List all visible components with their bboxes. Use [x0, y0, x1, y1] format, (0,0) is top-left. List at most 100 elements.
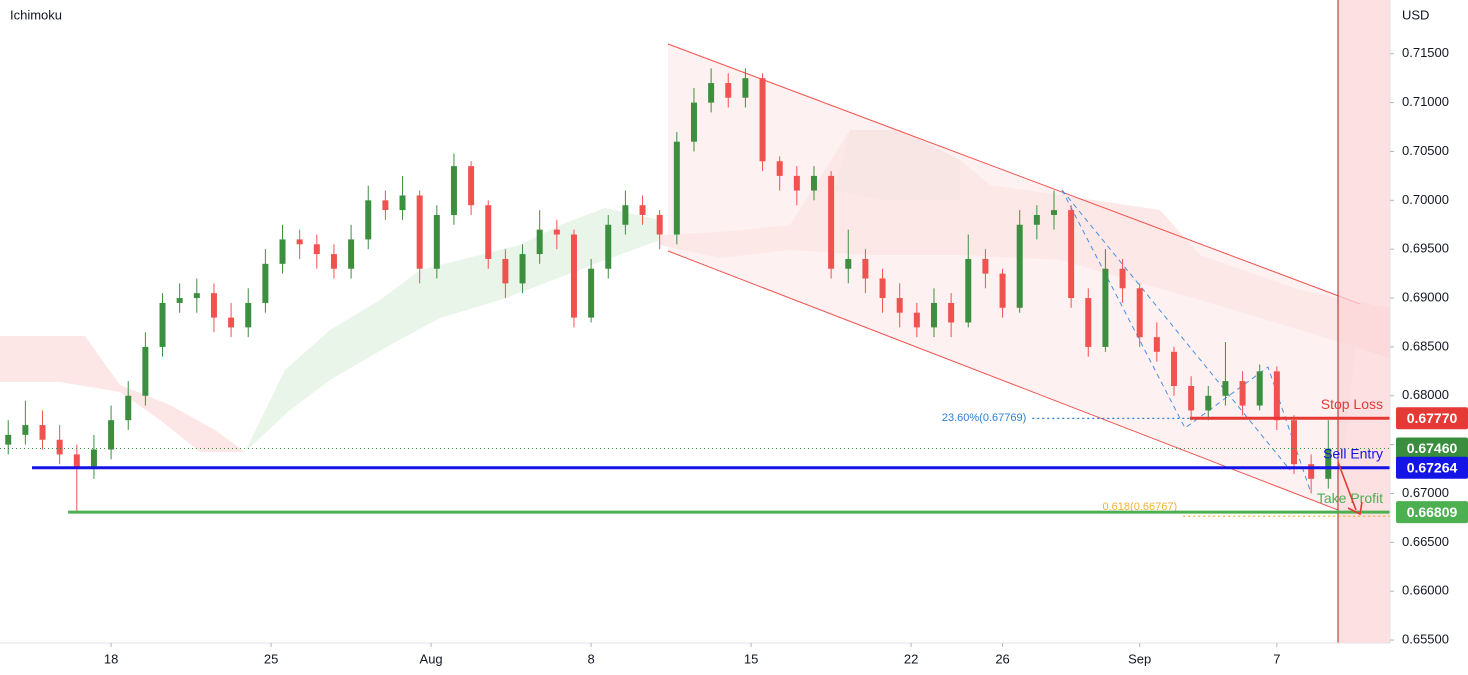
- candle-body: [210, 293, 217, 318]
- candle-body: [399, 195, 406, 211]
- channel-line: [667, 43, 1361, 305]
- price-label-box: [1396, 407, 1468, 430]
- candle-body: [1256, 371, 1263, 406]
- plot: 23.60%(0.67769) 0.618(0.66767) Stop Loss Se…: [0, 68, 1390, 517]
- candle-body: [845, 258, 852, 269]
- candle-body: [468, 166, 475, 206]
- candle-body: [605, 224, 612, 269]
- candle-body: [1136, 288, 1143, 338]
- y-tick-label: 0.71500: [1402, 45, 1449, 60]
- candle-body: [1102, 268, 1109, 347]
- y-tick-label: 0.65500: [1402, 632, 1449, 647]
- candle-body: [999, 273, 1006, 308]
- ichimoku-cloud-red: [0, 336, 245, 452]
- candle-body: [1068, 210, 1075, 299]
- y-tick-label: 0.70000: [1402, 192, 1449, 207]
- candle-body: [896, 298, 903, 313]
- candle-body: [948, 302, 955, 323]
- candle-body: [313, 244, 320, 255]
- candle-body: [1016, 224, 1023, 308]
- ichimoku-cloud-green: [245, 208, 660, 452]
- candle-body: [245, 302, 252, 328]
- candle-body: [1222, 381, 1229, 396]
- price-label: 0.66809: [1407, 504, 1458, 520]
- candle-body: [588, 268, 595, 318]
- candle-body: [125, 395, 132, 421]
- candle-body: [433, 214, 440, 269]
- candle-body: [793, 175, 800, 191]
- candle-body: [279, 239, 286, 264]
- candle-body: [553, 229, 560, 235]
- candle-body: [39, 425, 46, 440]
- candle-body: [1119, 268, 1126, 289]
- indicator-name: Ichimoku: [10, 7, 62, 22]
- fib-zigzag: [1061, 189, 1291, 471]
- candle-body: [742, 78, 749, 98]
- x-tick-label: 8: [587, 651, 594, 666]
- candle-body: [965, 258, 972, 323]
- fib-level-label: 0.618(0.66767): [1103, 501, 1178, 513]
- candle-body: [1325, 448, 1332, 479]
- candle-body: [982, 258, 989, 274]
- x-tick-label: 25: [264, 651, 278, 666]
- candle-body: [73, 454, 80, 470]
- candle-body: [193, 293, 200, 299]
- y-tick-label: 0.69500: [1402, 241, 1449, 256]
- price-label: 0.67770: [1407, 410, 1458, 426]
- level-name: Take Profit: [1317, 490, 1383, 506]
- price-label-box: [1396, 456, 1468, 479]
- candle-body: [673, 141, 680, 235]
- y-tick-label: 0.68500: [1402, 338, 1449, 353]
- candle-body: [22, 425, 29, 435]
- fib-level-label: 23.60%(0.67769): [942, 412, 1026, 424]
- future-zone: [1338, 0, 1390, 643]
- x-tick-label: 22: [904, 651, 918, 666]
- candle-body: [382, 200, 389, 211]
- candle-body: [639, 205, 646, 215]
- currency-label: USD: [1402, 7, 1429, 22]
- y-tick-label: 0.66000: [1402, 583, 1449, 598]
- candle-body: [416, 195, 423, 269]
- candle-body: [690, 102, 697, 142]
- price-label: 0.67264: [1407, 459, 1458, 475]
- candle-body: [90, 449, 97, 470]
- y-tick-label: 0.69000: [1402, 289, 1449, 304]
- x-tick-label: 18: [104, 651, 118, 666]
- candle-body: [1188, 385, 1195, 411]
- candle-body: [879, 278, 886, 299]
- x-tick-label: 26: [995, 651, 1009, 666]
- candle-body: [828, 175, 835, 269]
- y-tick-label: 0.66500: [1402, 534, 1449, 549]
- candle-body: [862, 258, 869, 279]
- candle-body: [176, 298, 183, 303]
- channel-fill: [668, 44, 1360, 510]
- candle-body: [776, 161, 783, 176]
- candle-body: [502, 258, 509, 284]
- candle-body: [759, 78, 766, 162]
- candle-body: [725, 83, 732, 98]
- candle-body: [1033, 214, 1040, 225]
- y-tick-label: 0.71000: [1402, 94, 1449, 109]
- candle-body: [296, 239, 303, 245]
- candle-body: [622, 205, 629, 225]
- y-tick-label: 0.70500: [1402, 143, 1449, 158]
- candle-body: [1153, 337, 1160, 352]
- candle-body: [262, 263, 269, 303]
- price-label-box: [1396, 437, 1468, 460]
- x-tick-label: Aug: [420, 651, 443, 666]
- candle-body: [1239, 381, 1246, 406]
- candle-body: [570, 234, 577, 318]
- candle-body: [536, 229, 543, 255]
- projection-arrow: [1337, 461, 1363, 516]
- candle-body: [1273, 371, 1280, 421]
- candle-body: [1308, 464, 1315, 479]
- x-tick-label: 7: [1273, 651, 1280, 666]
- x-tick-label: Sep: [1128, 651, 1151, 666]
- candle-body: [348, 239, 355, 269]
- candle-body: [365, 200, 372, 240]
- candle-body: [485, 205, 492, 259]
- candle-body: [142, 346, 149, 396]
- candle-body: [330, 254, 337, 269]
- candle-body: [708, 83, 715, 103]
